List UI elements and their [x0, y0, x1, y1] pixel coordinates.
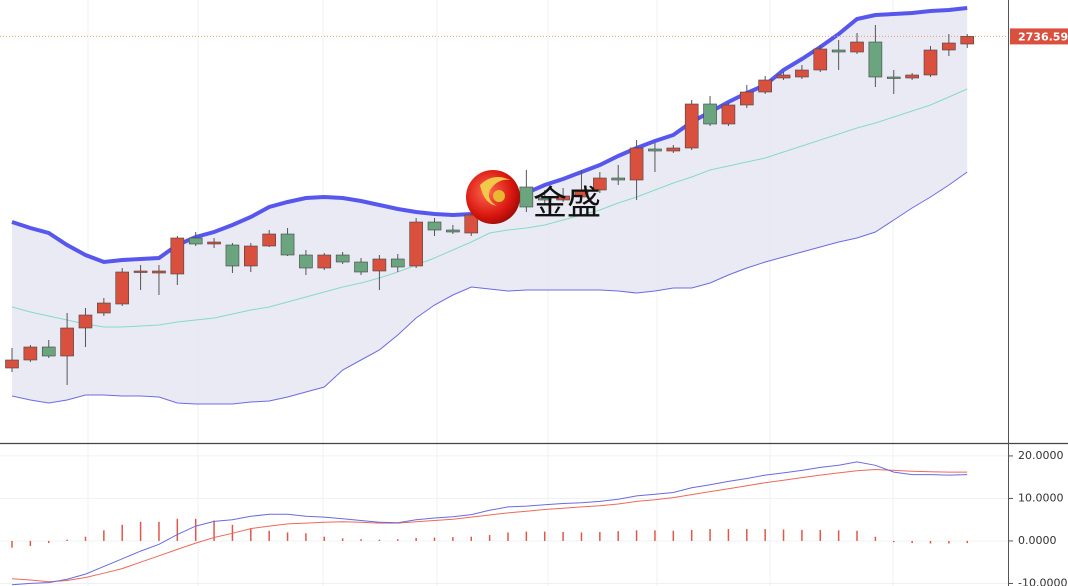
candle-body [170, 237, 185, 275]
candle-body [611, 177, 626, 181]
candle-body [41, 346, 56, 357]
candle-body [684, 103, 699, 149]
lower-band [11, 171, 968, 405]
dea-line [11, 468, 968, 583]
candle-body [556, 195, 570, 201]
candle-body [244, 245, 258, 267]
candle-body [942, 42, 956, 51]
candle-body [519, 186, 534, 208]
candle-body [97, 302, 111, 314]
candle-body [831, 49, 846, 53]
last-price-box [1010, 28, 1068, 45]
y-tick-label: 10.0000 [1018, 491, 1064, 504]
candle-body [813, 48, 828, 71]
candle-body [537, 197, 552, 201]
middle-band [11, 88, 968, 328]
candle-body [262, 233, 276, 247]
candle-body [409, 221, 423, 267]
candle-body [648, 148, 662, 152]
candle-body [923, 49, 938, 76]
candle-body [886, 76, 901, 79]
candle-body [703, 103, 717, 125]
candle-body [574, 190, 589, 198]
candle-body [758, 79, 772, 93]
candle-body [960, 36, 975, 45]
candle-body [335, 254, 350, 263]
y-tick-label: -10.0000 [1018, 576, 1067, 586]
candle-body [354, 261, 368, 273]
candle-body [5, 359, 19, 369]
candle-body [464, 214, 479, 234]
candle-body [446, 229, 460, 233]
candle-body [207, 241, 221, 245]
candle-body [78, 314, 93, 329]
candle-body [850, 41, 864, 53]
candle-body [629, 147, 644, 181]
candle-body [776, 74, 791, 79]
candle-body [593, 177, 607, 191]
candle-body [317, 254, 332, 269]
candle-body [115, 271, 130, 305]
candle-body [133, 270, 148, 273]
watermark: 金盛 [533, 184, 601, 224]
candle-body [23, 346, 38, 361]
candle-body [427, 221, 442, 231]
candle-body [868, 41, 883, 78]
candle-body [372, 258, 387, 272]
candle-body [795, 69, 809, 78]
candle-body [721, 104, 736, 125]
candle-body [299, 254, 313, 269]
y-tick-label: 20.0000 [1018, 449, 1064, 462]
last-price-label: 2736.59 [1018, 30, 1068, 43]
candle-body [152, 270, 166, 274]
macd-pane [0, 455, 1008, 586]
candle-body [739, 91, 754, 106]
candle-body [60, 327, 74, 357]
candle-body [666, 147, 681, 152]
candle-body [225, 244, 240, 267]
price-axis: 2736.59 20.0000 10.0000 0.0000 -10.0000 [1008, 28, 1068, 586]
dif-line [11, 461, 968, 586]
candle-body [188, 237, 203, 245]
y-tick-label: 0.0000 [1018, 534, 1057, 547]
candle-body [390, 258, 405, 268]
candle-body [905, 74, 919, 79]
candle-body [280, 233, 295, 256]
logo: 金盛 [466, 170, 601, 224]
